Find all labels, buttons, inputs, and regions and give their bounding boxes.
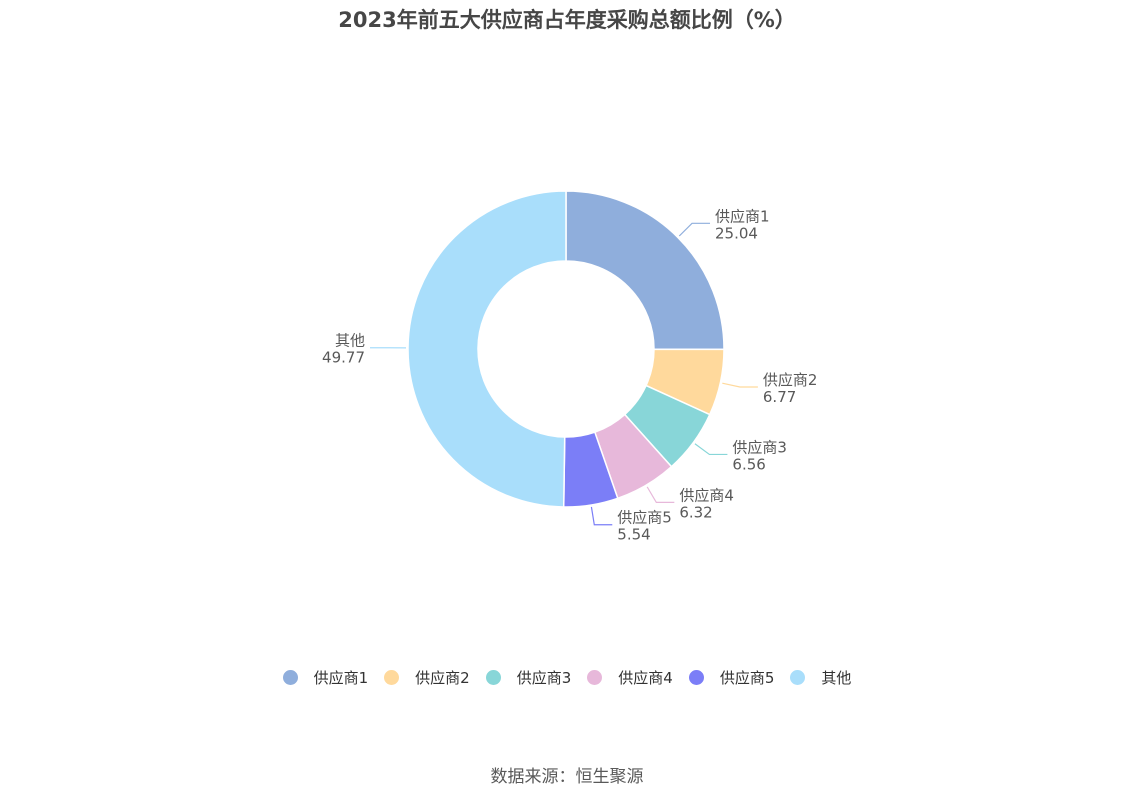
legend-item-1[interactable]: 供应商1 [282, 667, 369, 688]
leader-line-1 [678, 222, 711, 237]
donut-slices [407, 190, 725, 508]
legend-marker-3 [485, 670, 501, 685]
legend-marker-2 [384, 670, 400, 685]
slice-label-name-6: 其他 [335, 332, 365, 350]
slice-label-name-1: 供应商1 [715, 207, 770, 225]
slice-label-value-6: 49.77 [322, 349, 365, 367]
legend-item-2[interactable]: 供应商2 [384, 667, 470, 688]
chart-legend: 供应商1 供应商2 供应商3 供应商4 供应商5 其他 [0, 667, 1134, 688]
slice-label-name-5: 供应商5 [617, 509, 672, 527]
slice-label-name-4: 供应商4 [679, 486, 734, 504]
slice-label-value-4: 6.32 [679, 503, 712, 521]
slice-label-value-1: 25.04 [715, 224, 758, 242]
slice-label-value-2: 6.77 [763, 388, 796, 406]
legend-label-4: 供应商4 [618, 669, 673, 687]
leader-line-5 [590, 506, 613, 526]
slice-label-name-3: 供应商3 [732, 438, 787, 456]
legend-marker-4 [587, 670, 603, 685]
legend-marker-1 [282, 670, 298, 685]
legend-label-1: 供应商1 [313, 669, 369, 687]
label-leader-lines [370, 222, 758, 526]
data-source: 数据来源：恒生聚源 [490, 767, 644, 787]
slice-1[interactable] [565, 190, 725, 351]
chart-title: 2023年前五大供应商占年度采购总额比例（%） [338, 8, 796, 32]
legend-item-6[interactable]: 其他 [790, 667, 851, 688]
legend-label-2: 供应商2 [415, 669, 470, 687]
slice-label-value-5: 5.54 [617, 526, 650, 544]
legend-label-3: 供应商3 [516, 669, 572, 687]
legend-item-3[interactable]: 供应商3 [485, 667, 572, 688]
legend-item-4[interactable]: 供应商4 [587, 667, 673, 688]
legend-marker-6 [790, 670, 806, 685]
leader-line-3 [694, 443, 728, 456]
slice-6[interactable] [407, 190, 567, 508]
legend-label-6: 其他 [821, 669, 852, 687]
legend-label-5: 供应商5 [719, 669, 775, 687]
slice-label-name-2: 供应商2 [763, 371, 818, 389]
leader-line-2 [722, 382, 758, 388]
slice-label-value-3: 6.56 [732, 455, 765, 473]
leader-line-4 [646, 486, 675, 503]
legend-item-5[interactable]: 供应商5 [688, 667, 775, 688]
legend-marker-5 [688, 670, 704, 685]
